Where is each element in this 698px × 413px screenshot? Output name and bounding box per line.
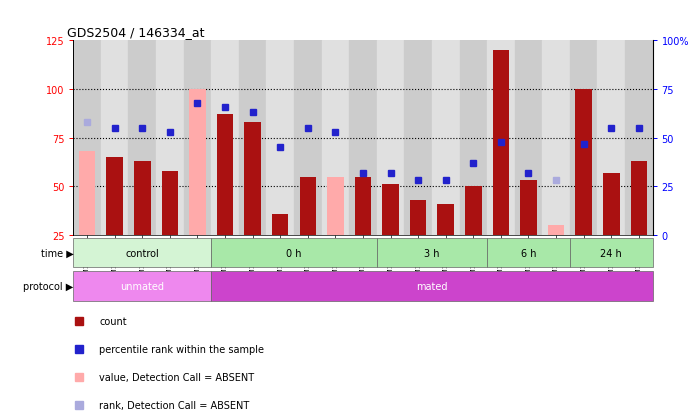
Bar <box>134 161 151 235</box>
Bar <box>465 187 482 235</box>
Bar <box>377 238 487 268</box>
Bar <box>128 41 156 235</box>
Bar <box>432 41 459 235</box>
Text: 24 h: 24 h <box>600 248 622 258</box>
Text: percentile rank within the sample: percentile rank within the sample <box>99 344 265 354</box>
Text: value, Detection Call = ABSENT: value, Detection Call = ABSENT <box>99 372 255 382</box>
Bar <box>404 41 432 235</box>
Bar <box>487 238 570 268</box>
Bar <box>184 41 211 235</box>
Bar <box>377 41 404 235</box>
Text: mated: mated <box>416 281 447 291</box>
Text: 0 h: 0 h <box>286 248 302 258</box>
Text: protocol ▶: protocol ▶ <box>23 281 73 291</box>
Bar <box>299 177 316 235</box>
Bar <box>603 173 620 235</box>
Bar <box>79 152 96 235</box>
Bar <box>570 41 597 235</box>
Text: GDS2504 / 146334_at: GDS2504 / 146334_at <box>68 26 205 39</box>
Bar <box>438 204 454 235</box>
Text: 3 h: 3 h <box>424 248 440 258</box>
Text: rank, Detection Call = ABSENT: rank, Detection Call = ABSENT <box>99 400 250 410</box>
Bar <box>267 41 294 235</box>
Bar <box>625 41 653 235</box>
Bar <box>575 90 592 235</box>
Text: time ▶: time ▶ <box>40 248 73 258</box>
Bar <box>327 177 343 235</box>
Bar <box>570 238 653 268</box>
Bar <box>514 41 542 235</box>
Bar <box>520 181 537 235</box>
Bar <box>73 41 101 235</box>
Bar <box>101 41 128 235</box>
Bar <box>156 41 184 235</box>
Bar <box>459 41 487 235</box>
Bar <box>211 238 377 268</box>
Text: count: count <box>99 316 127 326</box>
Bar <box>106 158 123 235</box>
Bar <box>73 238 211 268</box>
Bar <box>349 41 377 235</box>
Bar <box>493 51 509 235</box>
Bar <box>211 271 653 301</box>
Bar <box>542 41 570 235</box>
Bar <box>211 41 239 235</box>
Text: unmated: unmated <box>120 281 164 291</box>
Bar <box>383 185 399 235</box>
Bar <box>355 177 371 235</box>
Bar <box>272 214 288 235</box>
Text: control: control <box>126 248 159 258</box>
Bar <box>239 41 267 235</box>
Bar <box>161 171 178 235</box>
Bar <box>487 41 514 235</box>
Text: 6 h: 6 h <box>521 248 536 258</box>
Bar <box>244 123 261 235</box>
Bar <box>322 41 349 235</box>
Bar <box>73 271 211 301</box>
Bar <box>630 161 647 235</box>
Bar <box>217 115 233 235</box>
Bar <box>548 225 565 235</box>
Bar <box>410 200 426 235</box>
Bar <box>294 41 322 235</box>
Bar <box>189 90 206 235</box>
Bar <box>597 41 625 235</box>
